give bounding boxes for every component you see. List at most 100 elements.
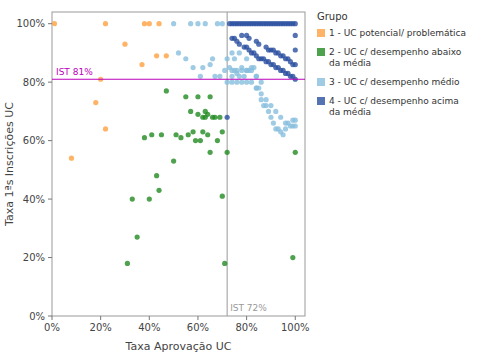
point: [212, 115, 217, 120]
point: [234, 80, 239, 85]
point: [259, 97, 264, 102]
point: [139, 62, 144, 67]
point: [281, 132, 286, 137]
point: [183, 94, 188, 99]
point: [212, 74, 217, 79]
reference-label: IST 81%: [56, 67, 93, 77]
point: [154, 173, 159, 178]
point: [208, 94, 213, 99]
point: [215, 21, 220, 26]
background: [0, 0, 493, 358]
point: [176, 50, 181, 55]
y-tick: [48, 199, 52, 200]
point: [263, 103, 268, 108]
point: [222, 261, 227, 266]
point: [229, 68, 234, 73]
point: [205, 112, 210, 117]
point: [188, 109, 193, 114]
plot-frame: [52, 12, 305, 316]
point: [147, 196, 152, 201]
x-tick-label: 100%: [281, 322, 310, 333]
point: [159, 132, 164, 137]
point: [171, 21, 176, 26]
point: [190, 129, 195, 134]
point: [220, 129, 225, 134]
point: [225, 80, 230, 85]
legend-title: Grupo: [317, 11, 348, 22]
point: [244, 68, 249, 73]
point: [52, 21, 57, 26]
point: [268, 115, 273, 120]
point: [259, 80, 264, 85]
reference-line: [52, 79, 305, 80]
x-tick: [100, 316, 101, 320]
point: [190, 65, 195, 70]
point: [246, 36, 251, 41]
point: [225, 150, 230, 155]
point: [239, 80, 244, 85]
x-tick-label: 20%: [90, 322, 112, 333]
point: [195, 112, 200, 117]
legend-entry: 2 - UC c/ desempenho abaixoda média: [329, 47, 462, 68]
y-tick-label: 0%: [29, 311, 45, 322]
point: [254, 85, 259, 90]
point: [293, 118, 298, 123]
x-tick-label: 40%: [138, 322, 160, 333]
point: [225, 56, 230, 61]
point: [147, 21, 152, 26]
point: [278, 115, 283, 120]
point: [254, 74, 259, 79]
x-tick-label: 80%: [235, 322, 257, 333]
point: [135, 234, 140, 239]
point: [193, 138, 198, 143]
x-tick: [197, 316, 198, 320]
point: [256, 42, 261, 47]
y-tick: [48, 82, 52, 83]
point: [290, 255, 295, 260]
point: [244, 80, 249, 85]
point: [188, 21, 193, 26]
legend-swatch: [317, 48, 325, 56]
y-tick-label: 40%: [23, 194, 45, 205]
point: [195, 21, 200, 26]
legend-entry: 3 - UC c/ desempenho médio: [329, 77, 460, 87]
point: [234, 68, 239, 73]
point: [93, 100, 98, 105]
point: [259, 91, 264, 96]
point: [239, 68, 244, 73]
y-tick: [48, 257, 52, 258]
point: [293, 62, 298, 67]
point: [208, 150, 213, 155]
point: [103, 126, 108, 131]
point: [254, 85, 259, 90]
y-tick-label: 80%: [23, 77, 45, 88]
point: [293, 47, 298, 52]
point: [237, 74, 242, 79]
point: [208, 62, 213, 67]
point: [263, 97, 268, 102]
point: [130, 196, 135, 201]
point: [200, 129, 205, 134]
point: [244, 68, 249, 73]
point: [249, 68, 254, 73]
point: [205, 132, 210, 137]
series: [52, 21, 169, 161]
legend-entry: 4 - UC c/ desempenho acimada média: [329, 96, 459, 117]
x-axis-label: Taxa Aprovação UC: [125, 340, 232, 353]
x-tick: [246, 316, 247, 320]
point: [293, 150, 298, 155]
point: [149, 132, 154, 137]
point: [217, 115, 222, 120]
point: [229, 80, 234, 85]
series: [225, 21, 298, 120]
point: [210, 56, 215, 61]
y-tick-label: 20%: [23, 252, 45, 263]
point: [220, 21, 225, 26]
point: [203, 21, 208, 26]
point: [293, 33, 298, 38]
point: [186, 132, 191, 137]
point: [122, 42, 127, 47]
point: [171, 158, 176, 163]
x-tick-label: 60%: [187, 322, 209, 333]
point: [198, 74, 203, 79]
